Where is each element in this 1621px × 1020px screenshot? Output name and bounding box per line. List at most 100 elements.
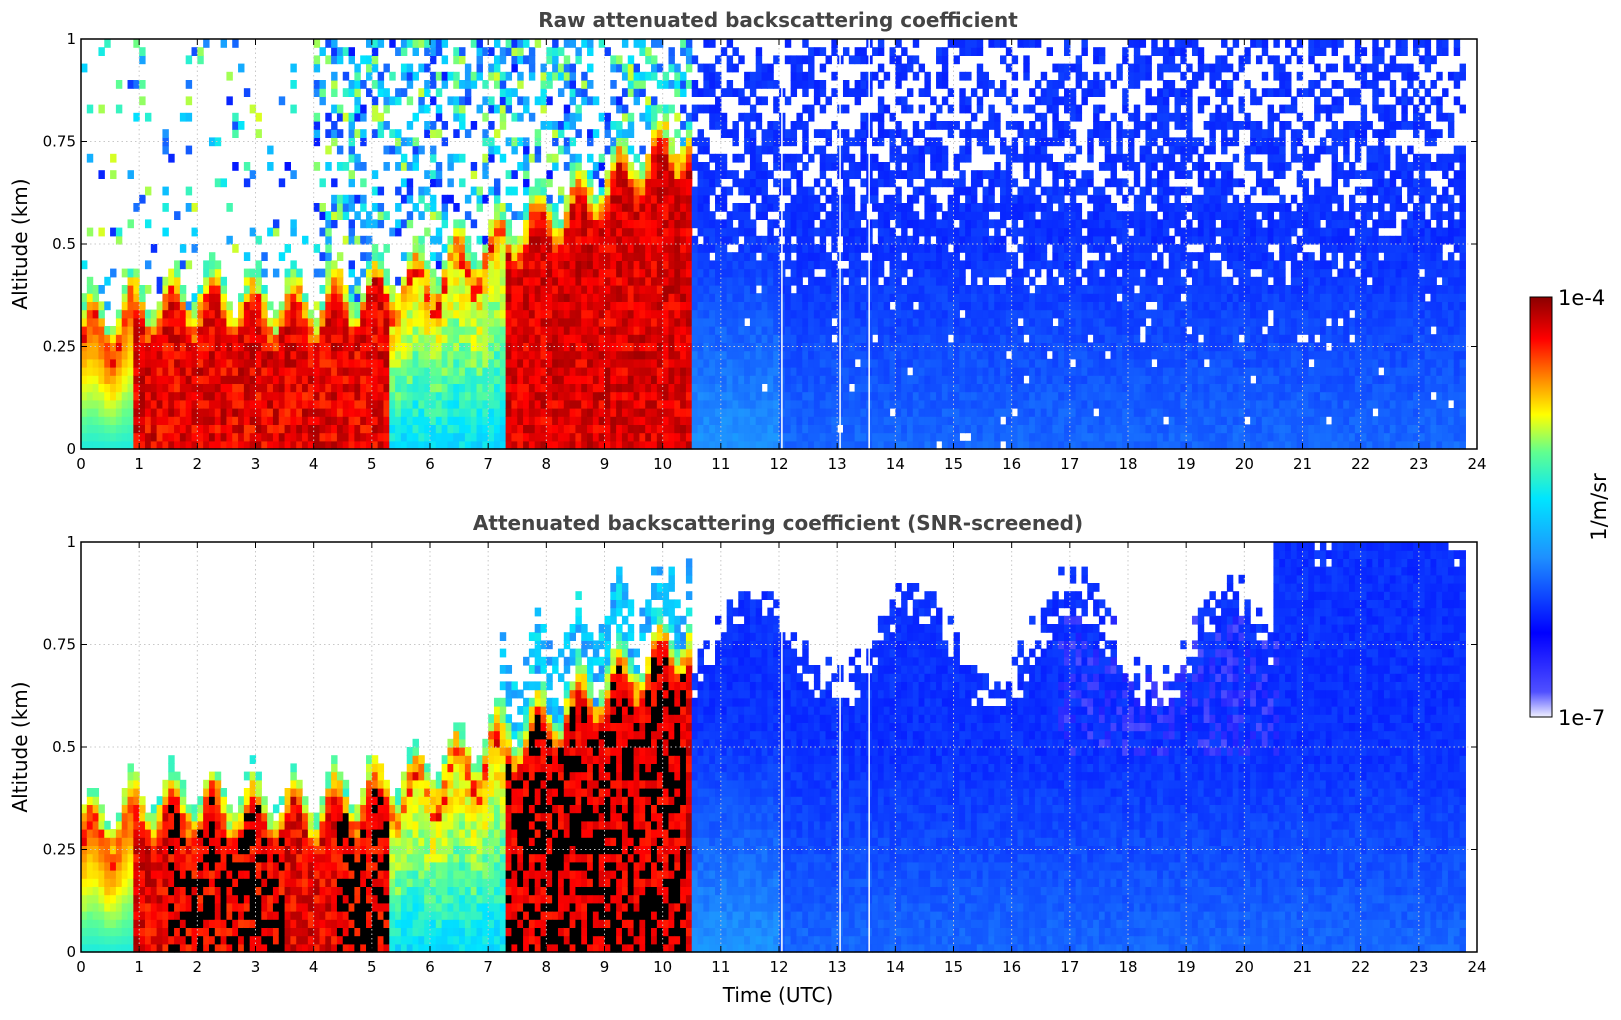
heatmap-cell <box>581 391 588 401</box>
heatmap-cell <box>377 309 385 319</box>
heatmap-cell <box>860 383 867 393</box>
heatmap-cell <box>540 211 547 220</box>
heatmap-cell <box>680 301 687 311</box>
heatmap-cell <box>703 194 710 204</box>
heatmap-cell <box>412 203 419 212</box>
heatmap-cell <box>918 408 926 417</box>
heatmap-cell <box>342 383 350 393</box>
heatmap-cell <box>808 260 815 270</box>
heatmap-cell <box>267 432 274 442</box>
heatmap-cell <box>581 408 588 417</box>
heatmap-cell <box>616 244 623 253</box>
heatmap-cell <box>441 137 449 147</box>
heatmap-cell <box>511 408 518 417</box>
heatmap-cell <box>284 416 291 425</box>
heatmap-cell <box>203 375 210 384</box>
heatmap-cell <box>854 285 862 294</box>
heatmap-cell <box>674 80 681 89</box>
heatmap-cell <box>208 367 216 376</box>
heatmap-cell <box>639 178 646 188</box>
heatmap-cell <box>883 235 891 245</box>
heatmap-cell <box>819 358 827 368</box>
heatmap-cell <box>133 309 140 319</box>
heatmap-cell <box>575 293 582 302</box>
heatmap-cell <box>203 440 210 450</box>
heatmap-cell <box>819 317 827 327</box>
heatmap-cell <box>464 63 472 73</box>
heatmap-cell <box>307 440 315 450</box>
heatmap-cell <box>552 137 559 147</box>
heatmap-cell <box>656 219 664 229</box>
heatmap-cell <box>115 416 123 425</box>
heatmap-cell <box>930 317 937 327</box>
heatmap-cell <box>912 342 920 352</box>
heatmap-cell <box>505 334 513 343</box>
heatmap-cell <box>98 285 105 294</box>
heatmap-cell <box>208 375 216 384</box>
heatmap-cell <box>604 47 611 56</box>
heatmap-cell <box>924 178 931 188</box>
heatmap-cell <box>633 350 640 360</box>
heatmap-cell <box>313 39 321 48</box>
heatmap-cell <box>243 317 251 327</box>
heatmap-cell <box>86 334 94 343</box>
heatmap-cell <box>284 293 291 302</box>
heatmap-cell <box>802 350 809 360</box>
heatmap-cell <box>691 252 699 261</box>
heatmap-cell <box>459 219 466 229</box>
heatmap-cell <box>889 367 896 376</box>
heatmap-cell <box>872 383 879 393</box>
heatmap-cell <box>261 416 268 425</box>
heatmap-cell <box>325 55 332 65</box>
heatmap-cell <box>656 178 664 188</box>
heatmap-cell <box>272 383 280 393</box>
heatmap-cell <box>395 358 402 368</box>
heatmap-cell <box>528 71 536 81</box>
heatmap-cell <box>872 391 879 401</box>
heatmap-cell <box>621 408 629 417</box>
heatmap-cell <box>575 342 582 352</box>
heatmap-cell <box>412 153 419 163</box>
heatmap-cell <box>906 391 914 401</box>
heatmap-cell <box>749 235 757 245</box>
heatmap-cell <box>552 219 559 229</box>
heatmap-cell <box>168 408 175 417</box>
heatmap-cell <box>930 112 937 122</box>
heatmap-cell <box>150 244 158 253</box>
heatmap-cell <box>761 194 768 204</box>
heatmap-cell <box>796 194 803 204</box>
heatmap-cell <box>697 211 704 220</box>
heatmap-cell <box>906 301 914 311</box>
heatmap-cell <box>761 162 768 171</box>
heatmap-cell <box>854 137 862 147</box>
heatmap-cell <box>749 104 757 114</box>
heatmap-cell <box>790 399 798 409</box>
heatmap-cell <box>808 309 815 319</box>
heatmap-cell <box>680 399 687 409</box>
heatmap-cell <box>331 129 338 138</box>
heatmap-cell <box>552 440 559 450</box>
heatmap-cell <box>691 375 699 384</box>
heatmap-cell <box>656 129 664 138</box>
heatmap-cell <box>453 440 460 450</box>
heatmap-cell <box>621 235 629 245</box>
heatmap-cell <box>552 39 559 48</box>
heatmap-cell <box>889 112 896 122</box>
heatmap-cell <box>639 80 646 89</box>
heatmap-cell <box>476 416 483 425</box>
heatmap-cell <box>662 293 670 302</box>
heatmap-cell <box>214 178 222 188</box>
heatmap-cell <box>808 293 815 302</box>
heatmap-cell <box>557 194 565 204</box>
heatmap-cell <box>662 301 670 311</box>
heatmap-cell <box>802 227 809 237</box>
heatmap-cell <box>441 399 449 409</box>
heatmap-cell <box>755 432 763 442</box>
heatmap-cell <box>179 358 187 368</box>
heatmap-cell <box>325 350 332 360</box>
heatmap-cell <box>278 350 286 360</box>
heatmap-cell <box>656 211 664 220</box>
heatmap-cell <box>621 391 629 401</box>
heatmap-cell <box>848 416 856 425</box>
heatmap-cell <box>557 408 565 417</box>
